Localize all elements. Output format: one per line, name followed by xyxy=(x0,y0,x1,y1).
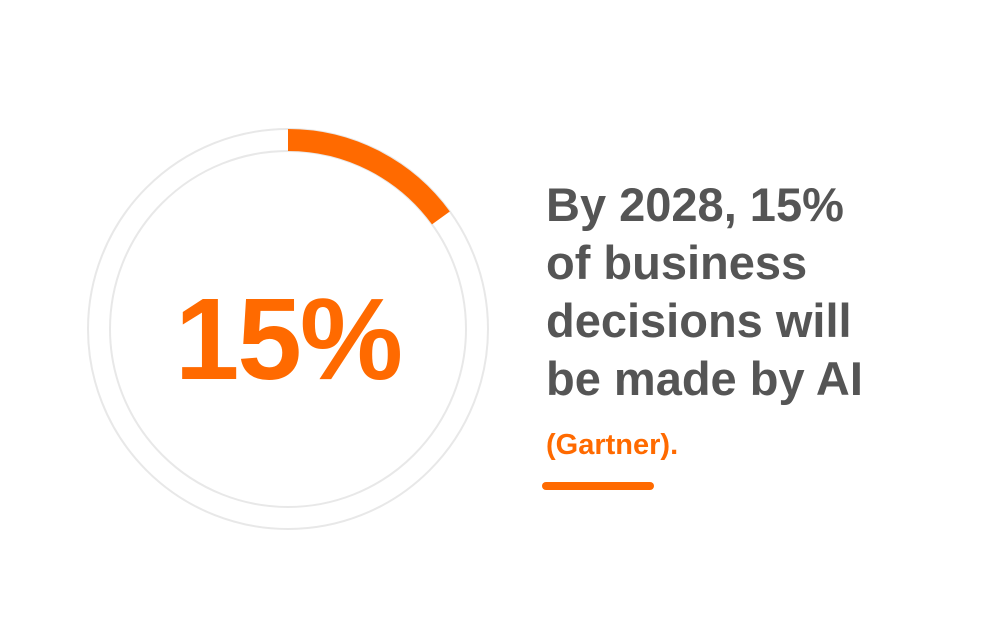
progress-ring: 15% xyxy=(86,127,490,531)
accent-underline xyxy=(542,482,654,490)
ring-outer-outline xyxy=(87,128,489,530)
headline-line-1: By 2028, 15% xyxy=(546,178,844,231)
headline: By 2028, 15% of business decisions will … xyxy=(546,176,986,408)
percentage-value: 15% xyxy=(174,274,403,404)
headline-line-2: of business xyxy=(546,236,808,289)
ring-progress-arc xyxy=(287,129,450,225)
progress-ring-graphic xyxy=(87,128,489,530)
headline-line-3: decisions will xyxy=(546,294,852,347)
source-citation: (Gartner). xyxy=(546,429,679,461)
headline-line-4: be made by AI xyxy=(546,352,863,405)
